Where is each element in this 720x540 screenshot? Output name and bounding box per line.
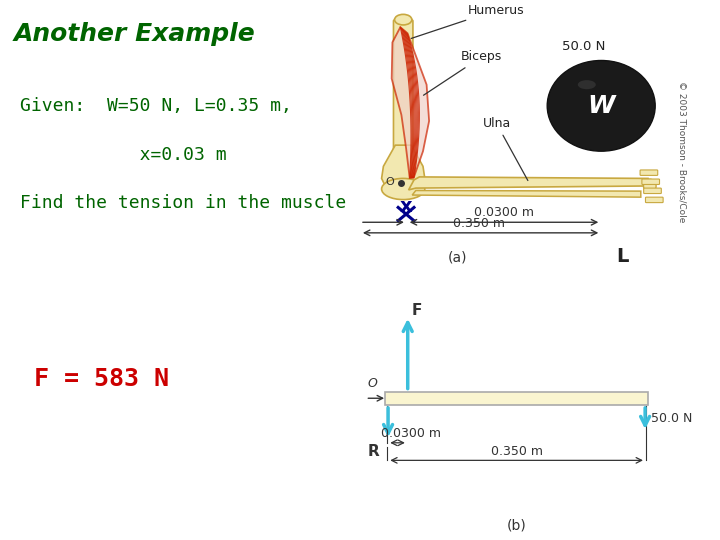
Text: W: W [588,94,615,118]
FancyBboxPatch shape [644,188,661,193]
Text: L: L [616,247,629,266]
Text: Given:  W=50 N, L=0.35 m,: Given: W=50 N, L=0.35 m, [20,97,292,115]
Text: O: O [368,377,377,390]
Text: (b): (b) [507,518,526,532]
Ellipse shape [644,179,656,193]
Text: Humerus: Humerus [411,4,525,38]
Text: 50.0 N: 50.0 N [562,40,605,53]
Text: Biceps: Biceps [423,50,502,95]
Text: O: O [385,177,394,187]
Polygon shape [392,27,429,178]
Polygon shape [382,145,425,186]
FancyBboxPatch shape [393,19,413,168]
FancyBboxPatch shape [646,197,663,202]
Ellipse shape [577,80,596,89]
Polygon shape [412,191,641,197]
Text: F = 583 N: F = 583 N [34,367,168,391]
Text: F: F [412,303,423,318]
Bar [385,392,648,405]
Text: © 2003 Thomson - Brooks/Cole: © 2003 Thomson - Brooks/Cole [678,80,687,222]
Text: 0.0300 m: 0.0300 m [381,427,441,441]
Text: Another Example: Another Example [14,22,256,45]
Text: 0.350 m: 0.350 m [453,218,505,231]
Text: 0.0300 m: 0.0300 m [474,206,534,219]
FancyBboxPatch shape [640,170,657,176]
Text: x=0.03 m: x=0.03 m [20,146,227,164]
FancyBboxPatch shape [642,179,660,185]
Text: (a): (a) [447,251,467,265]
Polygon shape [409,177,648,190]
Text: 0.350 m: 0.350 m [490,445,543,458]
Text: x: x [400,197,413,216]
Circle shape [547,60,655,151]
Text: Ulna: Ulna [482,117,528,180]
Ellipse shape [395,15,412,25]
Text: R: R [367,444,379,459]
Text: 50.0 N: 50.0 N [651,412,692,425]
Ellipse shape [382,178,425,200]
Text: Find the tension in the muscle: Find the tension in the muscle [20,194,346,212]
